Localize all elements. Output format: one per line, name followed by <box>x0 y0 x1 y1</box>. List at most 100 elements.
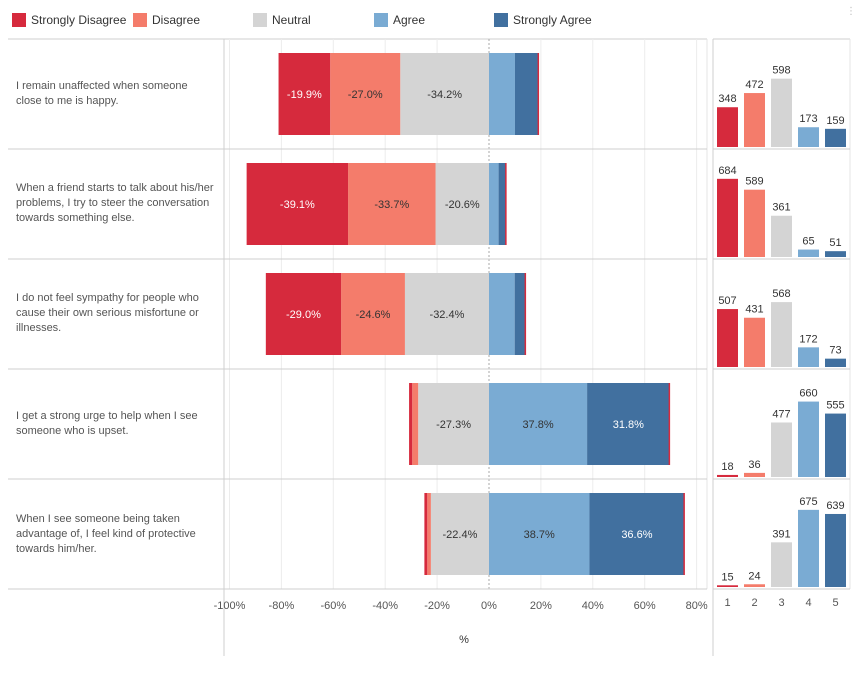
count-label: 73 <box>829 345 841 357</box>
mini-x-tick-label: 2 <box>751 597 757 609</box>
x-tick-label: 60% <box>634 600 656 612</box>
bar-data-label: 37.8% <box>522 419 553 431</box>
mini-x-tick-label: 1 <box>724 597 730 609</box>
count-bar <box>744 93 765 147</box>
x-tick-label: -60% <box>320 600 346 612</box>
count-bar <box>825 128 846 147</box>
bar-segment <box>435 163 489 245</box>
legend-item-strongly-agree[interactable]: Strongly Agree <box>494 10 592 30</box>
legend-swatch <box>494 13 508 27</box>
count-bar <box>825 513 846 587</box>
count-label: 568 <box>772 288 790 300</box>
count-label: 477 <box>772 408 790 420</box>
bar-data-label: -34.2% <box>427 89 462 101</box>
count-bar <box>717 474 738 477</box>
count-label: 555 <box>826 400 844 412</box>
bar-segment <box>265 273 342 355</box>
count-label: 391 <box>772 528 790 540</box>
count-label: 172 <box>799 333 817 345</box>
count-label: 431 <box>745 304 763 316</box>
legend-item-disagree[interactable]: Disagree <box>133 10 200 30</box>
bar-end-cap <box>537 53 540 135</box>
bar-data-label: -33.7% <box>374 199 409 211</box>
count-bar <box>798 401 819 477</box>
x-tick-label: 20% <box>530 600 552 612</box>
count-label: 24 <box>748 570 760 582</box>
bar-segment <box>341 273 405 355</box>
bar-data-label: 36.6% <box>621 529 652 541</box>
count-label: 684 <box>718 165 736 177</box>
legend-swatch <box>133 13 147 27</box>
count-bar <box>717 585 738 587</box>
count-label: 65 <box>802 236 814 248</box>
bar-data-label: 31.8% <box>613 419 644 431</box>
legend-item-strongly-disagree[interactable]: Strongly Disagree <box>12 10 126 30</box>
bar-segment <box>489 493 590 575</box>
count-label: 675 <box>799 496 817 508</box>
count-bar <box>744 317 765 367</box>
bar-segment <box>498 163 507 245</box>
count-label: 173 <box>799 113 817 125</box>
count-label: 51 <box>829 237 841 249</box>
bar-segment <box>587 383 670 465</box>
bar-end-cap <box>505 163 507 245</box>
bar-segment <box>514 53 539 135</box>
count-label: 18 <box>721 461 733 473</box>
count-bar <box>717 309 738 367</box>
x-tick-label: -20% <box>424 600 450 612</box>
bar-segment <box>514 273 526 355</box>
mini-x-tick-label: 4 <box>805 597 811 609</box>
bar-segment <box>430 493 489 575</box>
bar-end-cap <box>524 273 527 355</box>
bar-data-label: -20.6% <box>445 199 480 211</box>
count-bar <box>744 472 765 477</box>
bar-data-label: -32.4% <box>430 309 465 321</box>
x-tick-label: -80% <box>269 600 295 612</box>
mini-x-tick-label: 3 <box>778 597 784 609</box>
count-bar <box>798 347 819 367</box>
bar-segment <box>427 493 431 575</box>
x-axis-title: % <box>459 634 469 646</box>
bar-segment <box>278 53 331 135</box>
count-label: 507 <box>718 295 736 307</box>
bar-end-cap <box>668 383 671 465</box>
bar-segment <box>489 53 515 135</box>
bar-data-label: -27.0% <box>348 89 383 101</box>
bar-segment <box>418 383 489 465</box>
legend-label: Neutral <box>272 13 311 27</box>
legend-item-agree[interactable]: Agree <box>374 10 425 30</box>
count-bar <box>771 422 792 477</box>
count-bar <box>771 542 792 587</box>
x-tick-label: -100% <box>214 600 246 612</box>
bar-segment <box>489 383 588 465</box>
legend-swatch <box>253 13 267 27</box>
bar-segment <box>412 383 419 465</box>
bar-segment <box>489 273 515 355</box>
count-bar <box>717 107 738 147</box>
x-tick-label: -40% <box>372 600 398 612</box>
legend-item-neutral[interactable]: Neutral <box>253 10 311 30</box>
x-tick-label: 40% <box>582 600 604 612</box>
bar-segment <box>409 383 413 465</box>
legend: Strongly Disagree Disagree Neutral Agree… <box>0 10 860 30</box>
mini-x-tick-label: 5 <box>832 597 838 609</box>
bar-segment <box>589 493 685 575</box>
count-bar <box>825 251 846 257</box>
more-options-icon[interactable]: ⋮ <box>846 6 857 17</box>
count-label: 361 <box>772 202 790 214</box>
row-label: I do not feel sympathy for people who ca… <box>16 292 199 334</box>
bar-data-label: -24.6% <box>356 309 391 321</box>
bar-segment <box>330 53 401 135</box>
count-label: 36 <box>748 459 760 471</box>
count-bar <box>771 302 792 367</box>
count-label: 472 <box>745 79 763 91</box>
bar-segment <box>246 163 349 245</box>
bar-data-label: -39.1% <box>280 199 315 211</box>
bar-data-label: -22.4% <box>443 529 478 541</box>
count-bar <box>798 249 819 257</box>
count-label: 15 <box>721 571 733 583</box>
count-bar <box>744 584 765 587</box>
legend-label: Strongly Agree <box>513 13 592 27</box>
